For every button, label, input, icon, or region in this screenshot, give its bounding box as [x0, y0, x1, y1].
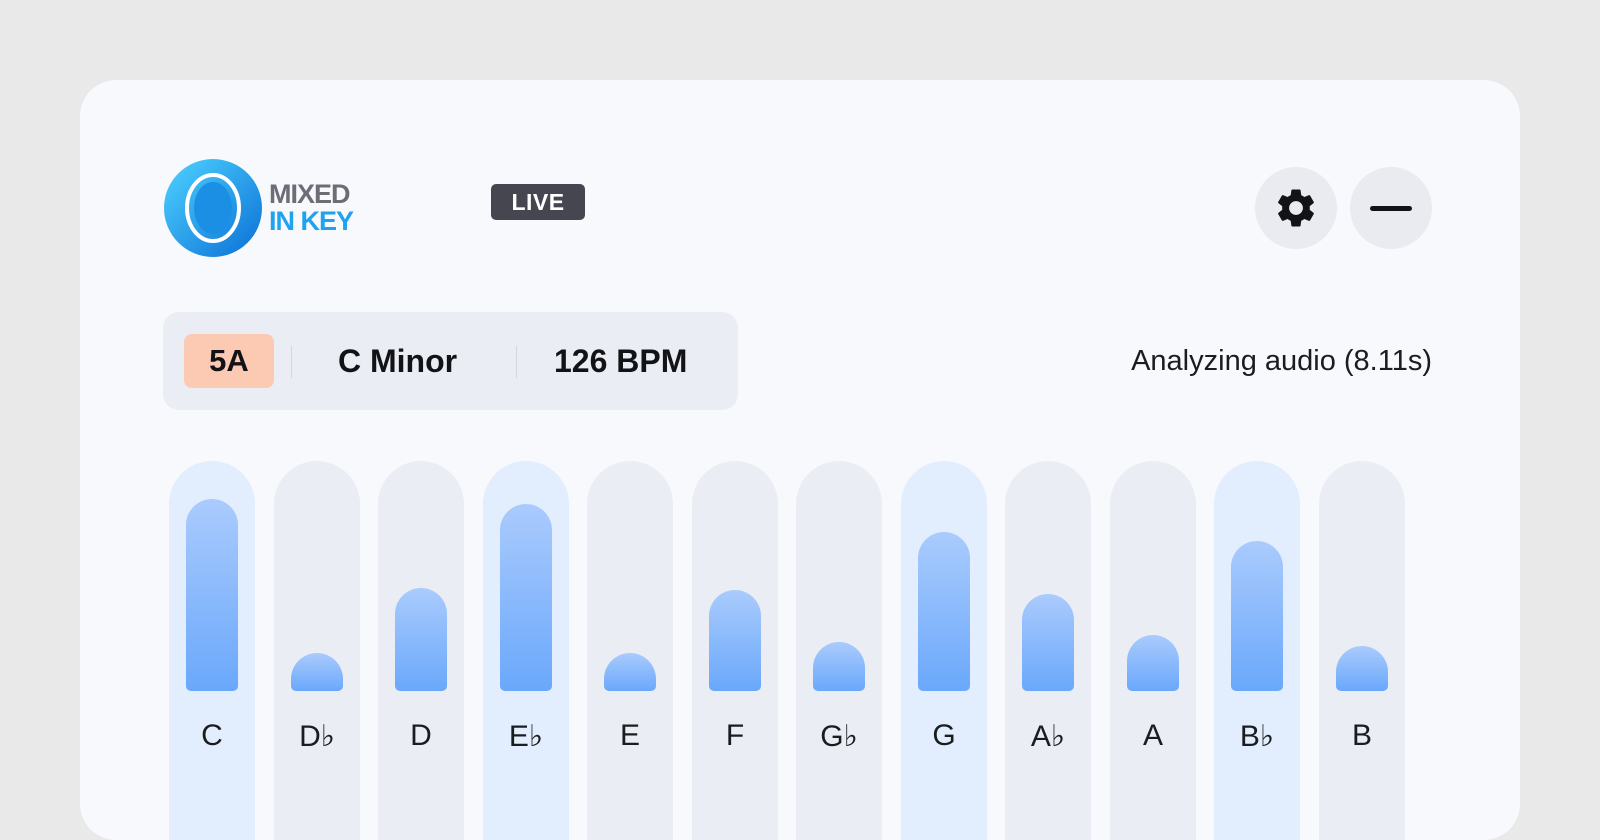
chroma-column: G	[901, 461, 987, 840]
note-label: B	[1351, 719, 1372, 752]
chroma-column: E♭	[483, 461, 569, 840]
divider	[291, 346, 292, 378]
note-label: F	[725, 719, 745, 752]
gear-icon	[1278, 189, 1314, 227]
chroma-column: D	[378, 461, 464, 840]
note-label: G♭	[820, 720, 858, 753]
note-label: A♭	[1030, 720, 1066, 753]
chroma-level-bar	[604, 653, 656, 691]
chroma-level-bar	[1336, 646, 1388, 691]
chroma-level-bar	[1127, 635, 1179, 691]
note-label: E	[619, 719, 640, 752]
chroma-column: E	[587, 461, 673, 840]
app-window: MIXED IN KEY LIVE 5A C Minor 126 BPM Ana…	[80, 80, 1520, 840]
chroma-level-bar	[395, 588, 447, 691]
chroma-level-bar	[291, 653, 343, 691]
camelot-key-badge: 5A	[184, 334, 274, 388]
note-label: C	[201, 719, 223, 752]
logo-text-mixed: MIXED	[269, 179, 351, 209]
note-label: A	[1142, 719, 1163, 752]
minimize-button[interactable]	[1350, 167, 1432, 249]
musical-key: C Minor	[338, 343, 458, 379]
chroma-column: A♭	[1005, 461, 1091, 840]
note-label: G	[932, 719, 956, 752]
logo-text-in-key: IN KEY	[269, 206, 354, 236]
tempo-bpm: 126 BPM	[554, 343, 688, 379]
chroma-meter: C D♭ D E♭ E F G♭ G A♭ A B♭ B	[169, 461, 1409, 840]
note-label: D♭	[299, 720, 335, 753]
logo-ring-icon	[164, 159, 262, 257]
note-label: E♭	[508, 720, 544, 753]
chroma-column: B	[1319, 461, 1405, 840]
track-info-panel: 5A C Minor 126 BPM	[163, 312, 738, 410]
chroma-level-bar	[1231, 541, 1283, 691]
note-label: B♭	[1239, 720, 1275, 753]
chroma-level-bar	[918, 532, 970, 691]
minus-icon	[1370, 205, 1412, 211]
chroma-column: F	[692, 461, 778, 840]
chroma-level-bar	[709, 590, 761, 691]
divider	[516, 346, 517, 378]
settings-button[interactable]	[1255, 167, 1337, 249]
chroma-column: C	[169, 461, 255, 840]
chroma-column: D♭	[274, 461, 360, 840]
live-badge: LIVE	[491, 184, 585, 220]
chroma-column: G♭	[796, 461, 882, 840]
chroma-level-bar	[1022, 594, 1074, 691]
note-label: D	[410, 719, 432, 752]
chroma-level-bar	[813, 642, 865, 691]
chroma-column: B♭	[1214, 461, 1300, 840]
mixed-in-key-logo: MIXED IN KEY LIVE	[163, 158, 585, 258]
analysis-status: Analyzing audio (8.11s)	[1131, 345, 1432, 377]
chroma-level-bar	[500, 504, 552, 691]
chroma-level-bar	[186, 499, 238, 691]
chroma-column: A	[1110, 461, 1196, 840]
